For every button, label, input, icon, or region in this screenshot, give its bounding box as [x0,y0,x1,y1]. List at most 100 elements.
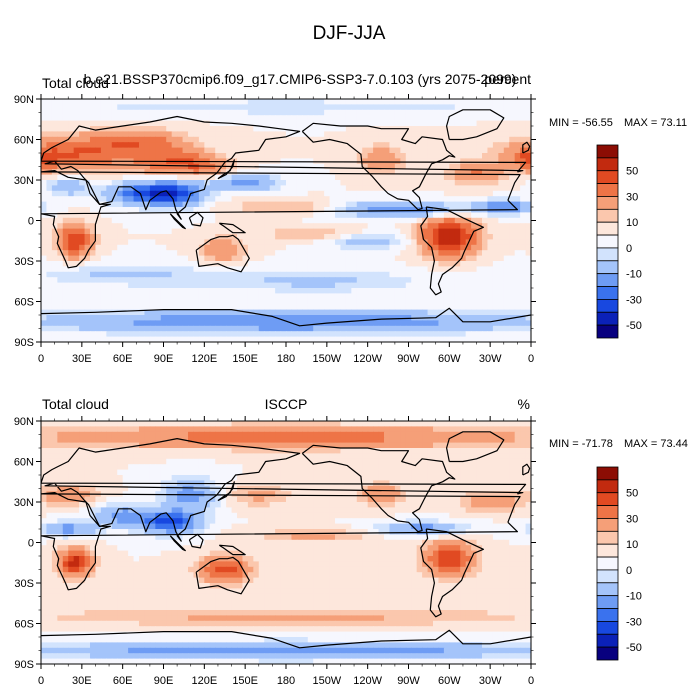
coastline-7 [169,213,186,230]
field-cell [122,421,129,427]
field-cell [171,190,178,197]
field-cell [286,142,293,149]
field-cell [389,250,396,257]
field-cell [231,131,238,138]
lat-label: 30S [14,256,34,268]
field-cell [438,336,445,342]
field-cell [209,255,216,262]
field-cell [68,153,75,159]
field-cell [443,266,450,273]
field-cell [247,448,254,454]
field-cell [471,250,478,257]
field-cell [373,431,380,438]
field-cell [340,309,347,316]
field-cell [503,304,510,311]
field-cell [422,325,429,332]
field-cell [520,282,527,289]
field-cell [482,298,489,305]
field-cell [362,304,369,311]
field-cell [253,271,260,278]
field-cell [111,104,118,111]
field-cell [362,442,369,449]
field-cell [46,255,53,262]
field-cell [188,288,195,294]
field-cell [144,431,151,438]
field-cell [209,293,216,300]
field-cell [345,169,352,176]
field-cell [427,147,434,154]
field-cell [122,180,129,186]
field-cell [525,207,531,213]
field-cell [237,244,244,251]
field-cell [41,217,48,224]
field-cell [122,142,129,149]
field-cell [100,277,107,284]
field-cell [291,448,298,454]
field-cell [215,201,222,208]
field-cell [247,255,254,262]
field-cell [345,331,352,338]
field-cell [340,244,347,251]
field-cell [324,239,331,246]
field-cell [362,266,369,273]
field-cell [400,320,407,327]
field-cell [177,261,184,267]
field-cell [351,104,358,111]
field-cell [307,298,314,305]
field-cell [264,331,271,338]
field-cell [476,169,483,176]
field-cell [68,261,75,267]
field-cell [166,99,173,105]
field-cell [340,169,347,176]
field-cell [90,271,97,278]
field-cell [95,331,102,338]
field-cell [95,109,102,116]
field-cell [90,153,97,159]
field-cell [307,421,314,427]
field-cell [68,331,75,338]
field-cell [520,271,527,278]
field-cell [237,207,244,213]
field-cell [324,244,331,251]
field-cell [57,304,64,311]
field-cell [226,147,233,154]
field-cell [231,453,238,460]
field-cell [209,336,216,342]
field-cell [340,180,347,186]
field-cell [193,207,200,213]
field-cell [204,185,211,192]
field-cell [41,115,48,122]
field-cell [79,99,86,105]
field-cell [128,320,135,327]
field-cell [296,147,303,154]
field-cell [362,277,369,284]
field-cell [422,453,429,460]
field-cell [57,266,64,273]
field-cell [351,196,358,203]
field-cell [367,437,374,444]
field-cell [57,234,64,240]
field-cell [193,239,200,246]
field-cell [318,196,325,203]
field-cell [62,266,69,273]
field-cell [503,147,510,154]
lat-label: 60S [14,297,34,309]
field-cell [247,239,254,246]
field-cell [198,331,205,338]
field-cell [41,426,48,433]
field-cell [427,437,434,444]
field-cell [509,304,516,311]
field-cell [122,304,129,311]
field-cell [378,223,385,230]
field-cell [286,104,293,111]
field-cell [46,201,53,208]
field-cell [84,331,91,338]
field-cell [188,325,195,332]
field-cell [318,99,325,105]
field-cell [394,293,401,300]
field-cell [449,163,456,170]
field-cell [280,212,287,219]
field-cell [253,426,260,433]
field-cell [492,282,499,289]
field-cell [215,336,222,342]
